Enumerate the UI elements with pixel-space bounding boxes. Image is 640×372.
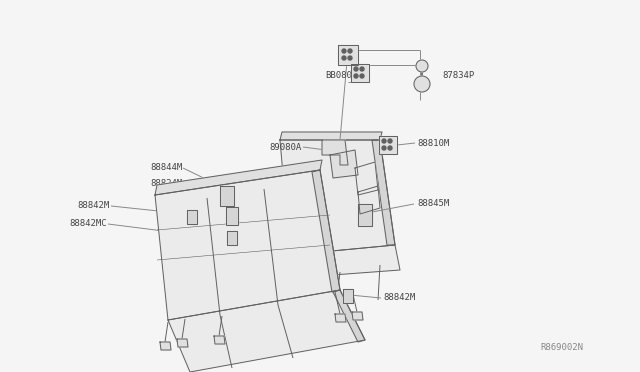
Text: 88844M: 88844M: [151, 164, 183, 173]
Circle shape: [360, 74, 364, 78]
Text: 88842MC: 88842MC: [69, 219, 107, 228]
Text: 89080A: 89080A: [269, 142, 302, 151]
Circle shape: [348, 49, 352, 53]
Polygon shape: [155, 170, 340, 320]
Text: 88824M: 88824M: [151, 180, 183, 189]
Polygon shape: [290, 245, 400, 278]
Polygon shape: [333, 290, 365, 342]
Text: 87834P: 87834P: [442, 71, 474, 80]
Text: 88842M: 88842M: [383, 294, 415, 302]
Polygon shape: [227, 231, 237, 245]
Circle shape: [382, 146, 386, 150]
Text: R869002N: R869002N: [541, 343, 584, 353]
Circle shape: [382, 139, 386, 143]
Circle shape: [342, 56, 346, 60]
Polygon shape: [226, 207, 238, 225]
Circle shape: [388, 146, 392, 150]
Polygon shape: [177, 339, 188, 347]
Circle shape: [342, 49, 346, 53]
Circle shape: [388, 139, 392, 143]
Polygon shape: [220, 186, 234, 206]
Polygon shape: [358, 186, 380, 214]
Polygon shape: [351, 64, 369, 82]
Polygon shape: [280, 132, 382, 140]
Circle shape: [348, 56, 352, 60]
Circle shape: [414, 76, 430, 92]
Circle shape: [354, 67, 358, 71]
Polygon shape: [355, 162, 378, 195]
Circle shape: [354, 74, 358, 78]
Polygon shape: [338, 45, 358, 65]
Text: 88810M: 88810M: [417, 138, 449, 148]
Text: 88842M: 88842M: [77, 202, 110, 211]
Polygon shape: [214, 336, 225, 344]
Polygon shape: [352, 312, 363, 320]
Polygon shape: [372, 140, 395, 245]
Polygon shape: [160, 342, 171, 350]
Polygon shape: [155, 160, 322, 195]
Polygon shape: [280, 140, 395, 255]
Polygon shape: [343, 289, 353, 303]
Polygon shape: [312, 170, 340, 292]
Polygon shape: [330, 150, 358, 178]
Polygon shape: [168, 290, 365, 372]
Text: 88845M: 88845M: [417, 199, 449, 208]
Polygon shape: [322, 140, 348, 165]
Polygon shape: [379, 136, 397, 154]
Text: BB0801: BB0801: [326, 71, 358, 80]
Polygon shape: [358, 204, 372, 226]
Circle shape: [416, 60, 428, 72]
Polygon shape: [335, 314, 346, 322]
Polygon shape: [187, 210, 197, 224]
Circle shape: [360, 67, 364, 71]
